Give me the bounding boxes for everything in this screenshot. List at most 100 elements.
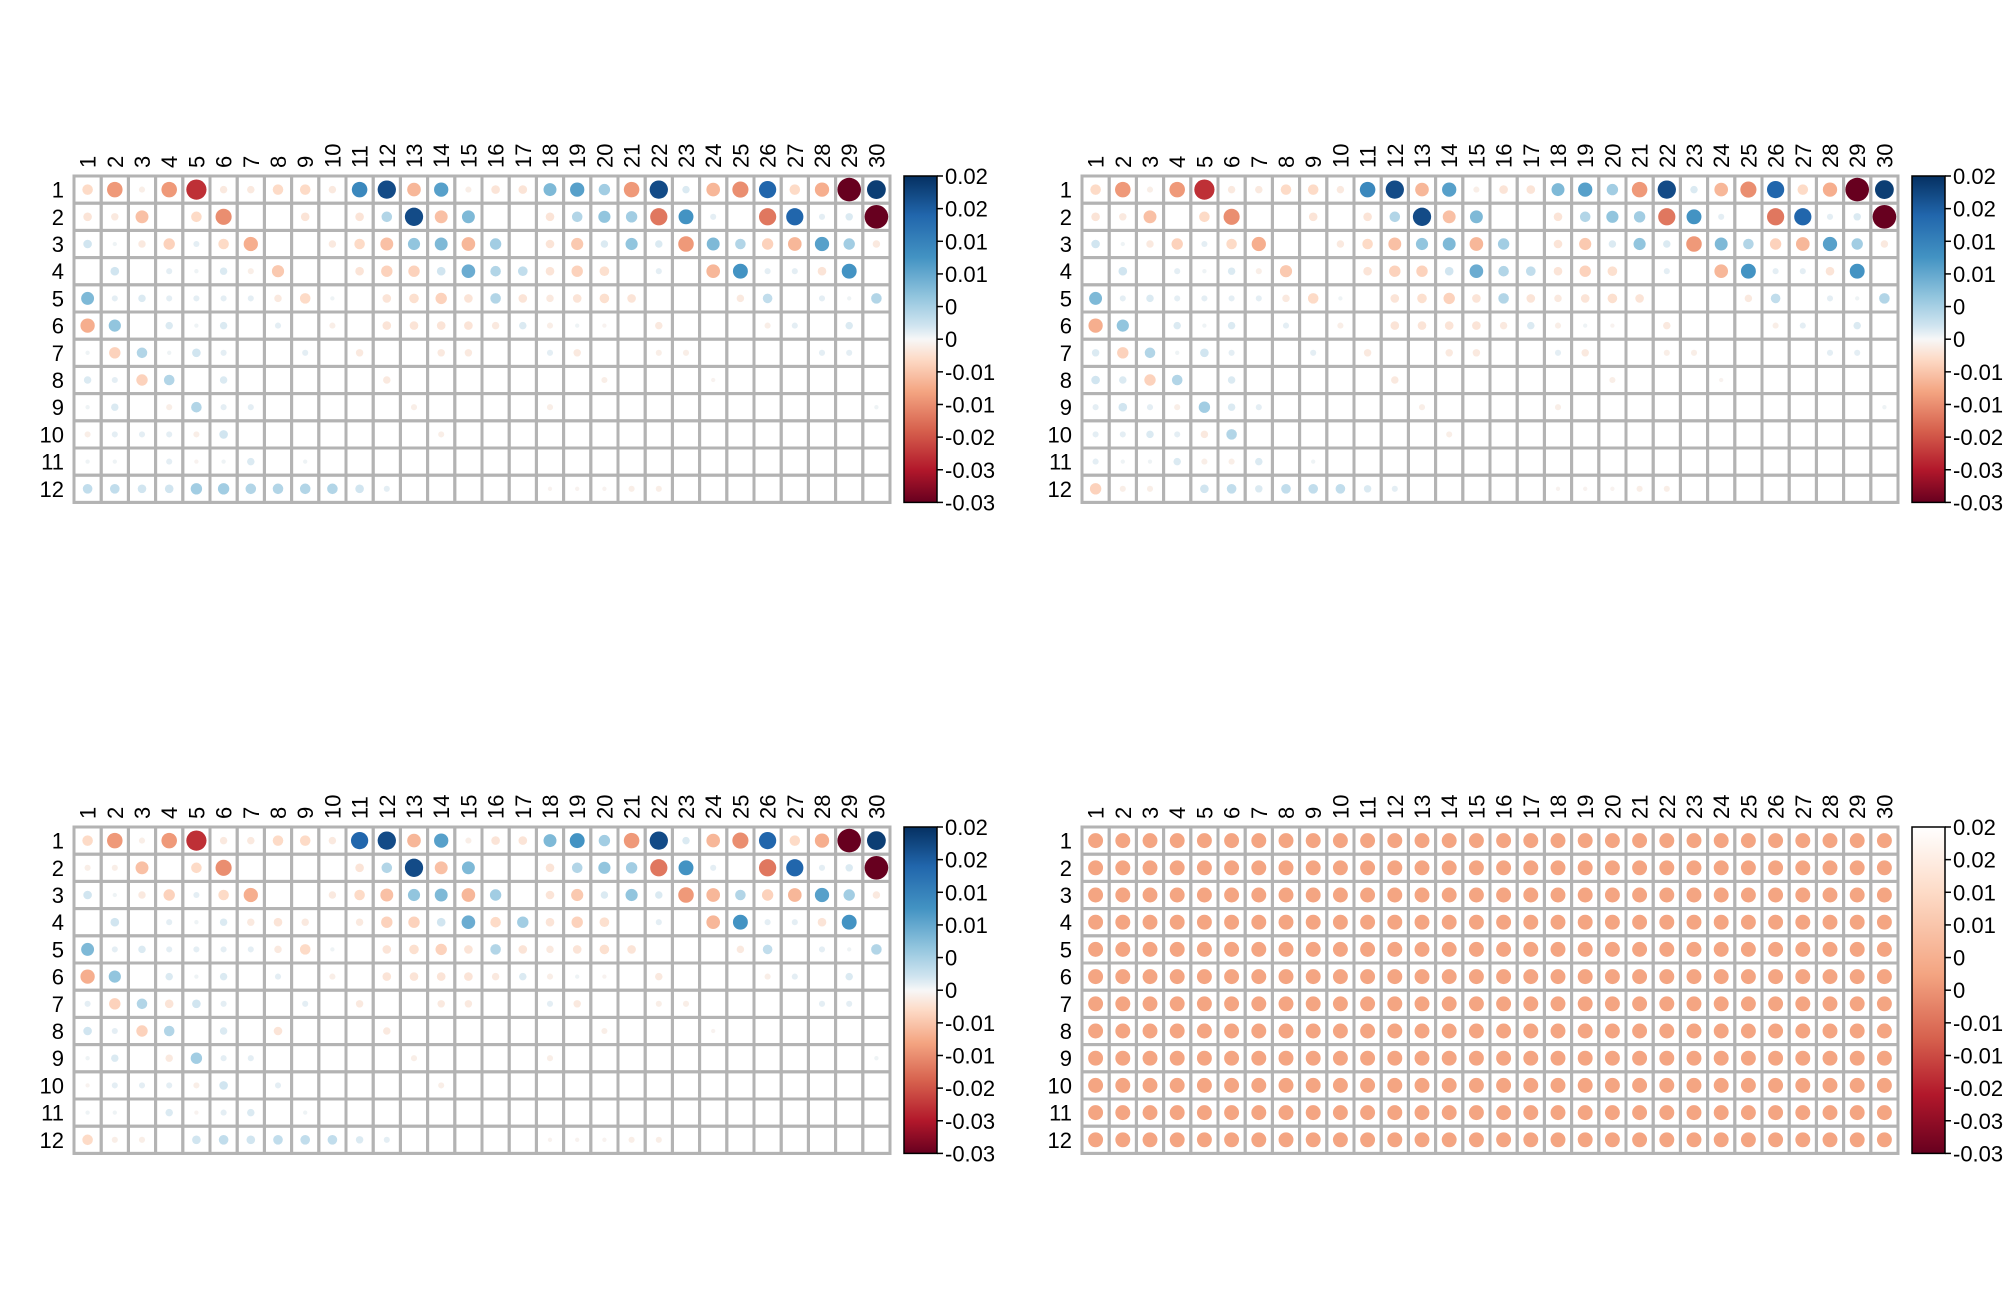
correlation-circle bbox=[545, 863, 555, 873]
grid-cell bbox=[1787, 364, 1818, 396]
grid-cell bbox=[698, 1070, 729, 1101]
grid-cell bbox=[779, 419, 810, 450]
grid-cell bbox=[806, 446, 838, 477]
grid-cell bbox=[1760, 364, 1791, 396]
correlation-circle bbox=[1659, 1105, 1675, 1121]
correlation-circle bbox=[1196, 1105, 1212, 1121]
correlation-circle bbox=[1391, 485, 1398, 492]
correlation-circle bbox=[874, 405, 879, 410]
correlation-circle bbox=[1876, 860, 1892, 876]
grid-cell bbox=[290, 310, 321, 341]
correlation-circle bbox=[1146, 240, 1154, 248]
grid-cell bbox=[344, 419, 375, 450]
correlation-circle bbox=[1360, 996, 1376, 1012]
grid-cell bbox=[1325, 392, 1356, 423]
grid-cell bbox=[262, 1097, 294, 1128]
correlation-circle bbox=[1255, 185, 1263, 194]
grid-cell bbox=[290, 1043, 321, 1074]
colorbar-tick-label: 0.02 bbox=[945, 848, 988, 873]
grid-cell bbox=[507, 1015, 538, 1047]
correlation-circle bbox=[1091, 239, 1100, 249]
correlation-circle bbox=[434, 210, 448, 224]
colorbar bbox=[1911, 175, 1946, 504]
grid-cell bbox=[752, 1070, 783, 1101]
column-label: 21 bbox=[620, 144, 645, 168]
correlation-circle bbox=[1872, 205, 1897, 229]
correlation-circle bbox=[218, 238, 229, 250]
grid-cell bbox=[398, 1097, 430, 1128]
correlation-circle bbox=[274, 294, 282, 303]
grid-cell bbox=[480, 1124, 511, 1155]
correlation-circle bbox=[1768, 996, 1784, 1012]
correlation-circle bbox=[1632, 914, 1648, 930]
correlation-circle bbox=[355, 863, 364, 873]
correlation-circle bbox=[1441, 1132, 1457, 1148]
row-label: 3 bbox=[1060, 883, 1072, 908]
grid-cell bbox=[126, 907, 158, 938]
correlation-circle bbox=[1251, 236, 1266, 252]
correlation-circle bbox=[1196, 1077, 1212, 1093]
correlation-circle bbox=[1251, 969, 1267, 985]
correlation-circle bbox=[1390, 294, 1400, 303]
correlation-circle bbox=[787, 237, 802, 251]
grid-cell bbox=[262, 988, 294, 1019]
correlation-circle bbox=[351, 181, 368, 198]
grid-cell bbox=[317, 392, 348, 423]
correlation-circle bbox=[1496, 1132, 1512, 1148]
grid-cell bbox=[1352, 364, 1383, 396]
grid-cell bbox=[1325, 446, 1356, 477]
correlation-circle bbox=[193, 891, 200, 899]
correlation-circle bbox=[1226, 238, 1237, 250]
row-label: 12 bbox=[1048, 477, 1072, 502]
correlation-circle bbox=[193, 946, 200, 953]
grid-cell bbox=[1624, 310, 1655, 341]
correlation-circle bbox=[706, 915, 721, 930]
correlation-circle bbox=[1387, 887, 1403, 903]
correlation-circle bbox=[1196, 860, 1212, 876]
correlation-circle bbox=[1171, 238, 1183, 250]
correlation-circle bbox=[1550, 1132, 1566, 1148]
correlation-circle bbox=[1795, 1105, 1811, 1121]
grid-cell bbox=[670, 1043, 702, 1074]
row-label: 9 bbox=[52, 1046, 64, 1071]
grid-cell bbox=[344, 1097, 375, 1128]
correlation-circle bbox=[711, 1028, 716, 1034]
correlation-circle bbox=[1169, 1023, 1185, 1039]
grid-cell bbox=[1678, 283, 1710, 314]
correlation-circle bbox=[1768, 833, 1784, 849]
correlation-circle bbox=[571, 916, 583, 928]
grid-cell bbox=[371, 1043, 402, 1074]
column-label: 9 bbox=[293, 156, 318, 168]
correlation-circle bbox=[1202, 269, 1207, 274]
grid-cell bbox=[317, 1015, 348, 1047]
correlation-circle bbox=[791, 268, 798, 275]
grid-cell bbox=[344, 1015, 375, 1047]
correlation-circle bbox=[1387, 996, 1403, 1012]
column-label: 16 bbox=[484, 144, 509, 168]
correlation-circle bbox=[330, 296, 335, 301]
correlation-circle bbox=[435, 292, 447, 305]
column-label: 26 bbox=[1764, 795, 1789, 819]
correlation-circle bbox=[219, 267, 228, 275]
grid-cell bbox=[1570, 419, 1601, 450]
row-label: 11 bbox=[1049, 1101, 1072, 1126]
column-label: 5 bbox=[184, 156, 209, 168]
correlation-circle bbox=[1636, 485, 1643, 492]
correlation-circle bbox=[272, 835, 284, 846]
correlation-circle bbox=[1766, 208, 1785, 226]
grid-cell bbox=[779, 364, 810, 396]
correlation-circle bbox=[247, 1108, 255, 1117]
grid-cell bbox=[317, 419, 348, 450]
correlation-circle bbox=[1849, 1023, 1865, 1039]
grid-cell bbox=[562, 419, 593, 450]
correlation-circle bbox=[1414, 1050, 1430, 1066]
grid-cell bbox=[1243, 364, 1274, 396]
correlation-circle bbox=[817, 266, 827, 276]
grid-cell bbox=[480, 419, 511, 450]
grid-cell bbox=[126, 961, 158, 992]
column-label: 3 bbox=[130, 156, 155, 168]
correlation-circle bbox=[1713, 1077, 1729, 1093]
grid-cell bbox=[670, 473, 702, 504]
correlation-circle bbox=[219, 185, 228, 194]
colorbar-tick-label: -0.02 bbox=[1953, 425, 2003, 450]
